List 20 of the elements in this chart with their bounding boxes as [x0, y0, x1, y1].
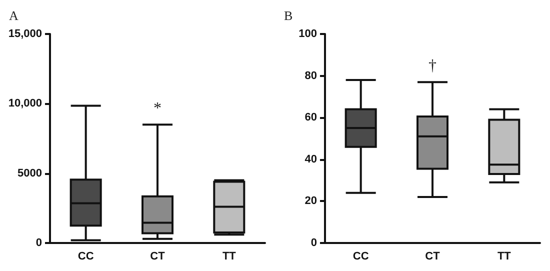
x-tick-label: TT [222, 250, 236, 262]
y-tick-label: 5000 [18, 167, 42, 180]
y-tick-label: 20 [304, 195, 317, 208]
y-tick-label: 0 [36, 237, 42, 249]
x-tick-label: CC [352, 250, 369, 262]
x-tick-label: CT [150, 250, 166, 262]
x-tick-label: TT [497, 250, 512, 262]
chart-title: A [9, 8, 19, 23]
x-tick-label: CT [425, 250, 440, 262]
chart-title: B [284, 8, 293, 23]
y-tick-label: 100 [298, 28, 317, 40]
y-tick-label: 10,000 [8, 98, 42, 110]
y-tick-label: 15,000 [8, 28, 42, 40]
y-tick-label: 0 [310, 237, 317, 249]
y-tick-label: 60 [304, 112, 317, 124]
y-tick-label: 40 [304, 153, 317, 166]
annotation: † [428, 58, 436, 75]
y-tick-label: 80 [304, 70, 317, 82]
x-tick-label: CC [78, 250, 94, 262]
annotation: * [154, 100, 162, 118]
